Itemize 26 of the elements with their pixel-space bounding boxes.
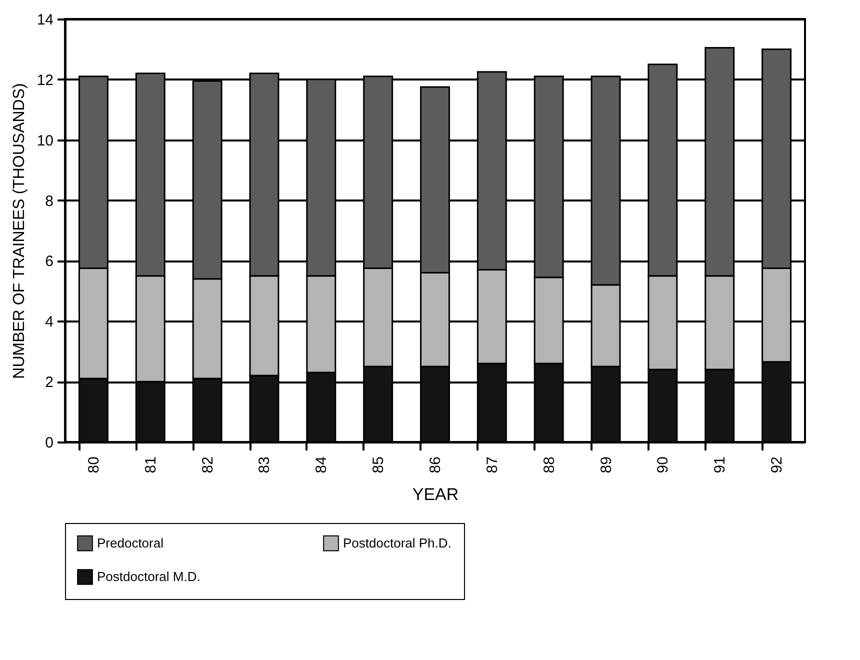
x-tick-label: 88 (540, 456, 558, 474)
y-axis-title: NUMBER OF TRAINEES (THOUSANDS) (10, 83, 28, 379)
x-tick-label: 82 (199, 456, 216, 474)
x-tick-label: 89 (598, 456, 615, 474)
y-tick-label: 6 (45, 253, 54, 270)
y-tick-label: 0 (45, 434, 54, 452)
x-tick-label: 92 (768, 456, 786, 474)
y-tick-label: 4 (45, 314, 54, 331)
y-tick-label: 12 (36, 72, 54, 89)
y-tick-label: 14 (36, 12, 54, 28)
x-tick-label: 86 (427, 456, 444, 474)
legend-label: Postdoctoral Ph.D. (343, 535, 452, 550)
x-tick-label: 81 (142, 456, 160, 474)
x-tick-label: 84 (313, 456, 330, 474)
y-tick-label: 8 (45, 192, 54, 210)
y-tick-label: 10 (36, 132, 54, 150)
legend-label: Predoctoral (97, 535, 164, 550)
x-tick-label: 91 (712, 456, 729, 474)
x-tick-label: 80 (85, 456, 102, 474)
x-tick-label: 85 (370, 456, 388, 474)
x-axis-title: YEAR (412, 485, 459, 504)
y-tick-label: 2 (45, 374, 54, 392)
x-tick-label: 90 (654, 456, 672, 474)
x-tick-label: 87 (484, 456, 501, 474)
legend-label: Postdoctoral M.D. (97, 569, 200, 584)
x-tick-label: 83 (256, 456, 274, 474)
